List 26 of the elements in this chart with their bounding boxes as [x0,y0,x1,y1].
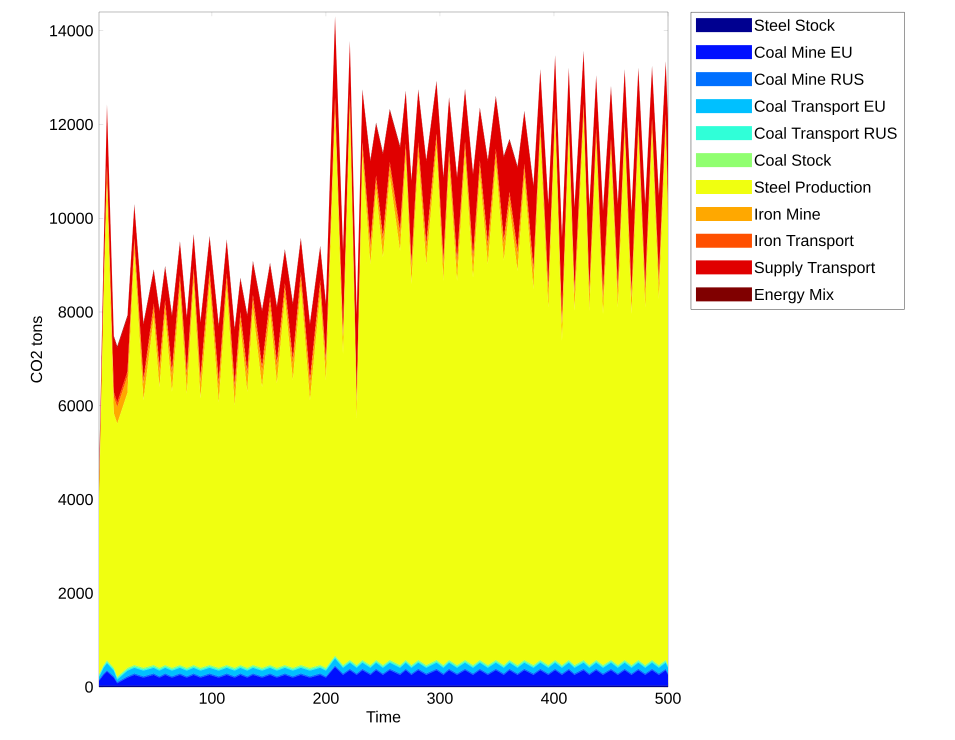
legend-label: Iron Mine [755,208,820,220]
x-axis-title: Time [366,710,400,722]
x-tick-label: 100 [200,692,225,704]
x-tick-label: 300 [427,692,453,704]
y-tick-label: 0 [85,681,93,693]
legend-label: Steel Stock [754,19,835,31]
x-tick-label: 200 [313,692,339,704]
y-axis-title: CO2 tons [30,316,42,382]
y-tick-label: 10000 [50,212,93,224]
legend-label: Coal Transport RUS [754,127,897,142]
y-tick-label: 14000 [50,25,93,36]
y-tick-label: 2000 [58,588,93,599]
y-tick-label: 6000 [58,400,93,412]
legend-label: Steel Production [754,181,870,193]
legend-label: Iron Transport [755,235,854,250]
legend-label: Energy Mix [755,288,834,304]
y-tick-label: 8000 [58,306,93,318]
x-tick-label: 500 [655,692,681,704]
y-tick-label: 4000 [58,494,93,506]
legend-label: Supply Transport [754,261,876,276]
legend-label: Coal Mine EU [754,46,852,58]
x-tick-label: 400 [541,692,567,704]
legend-label: Coal Stock [754,154,832,166]
y-tick-label: 12000 [50,118,93,130]
legend-label: Coal Mine RUS [754,73,864,85]
legend-label: Coal Transport EU [754,100,885,116]
